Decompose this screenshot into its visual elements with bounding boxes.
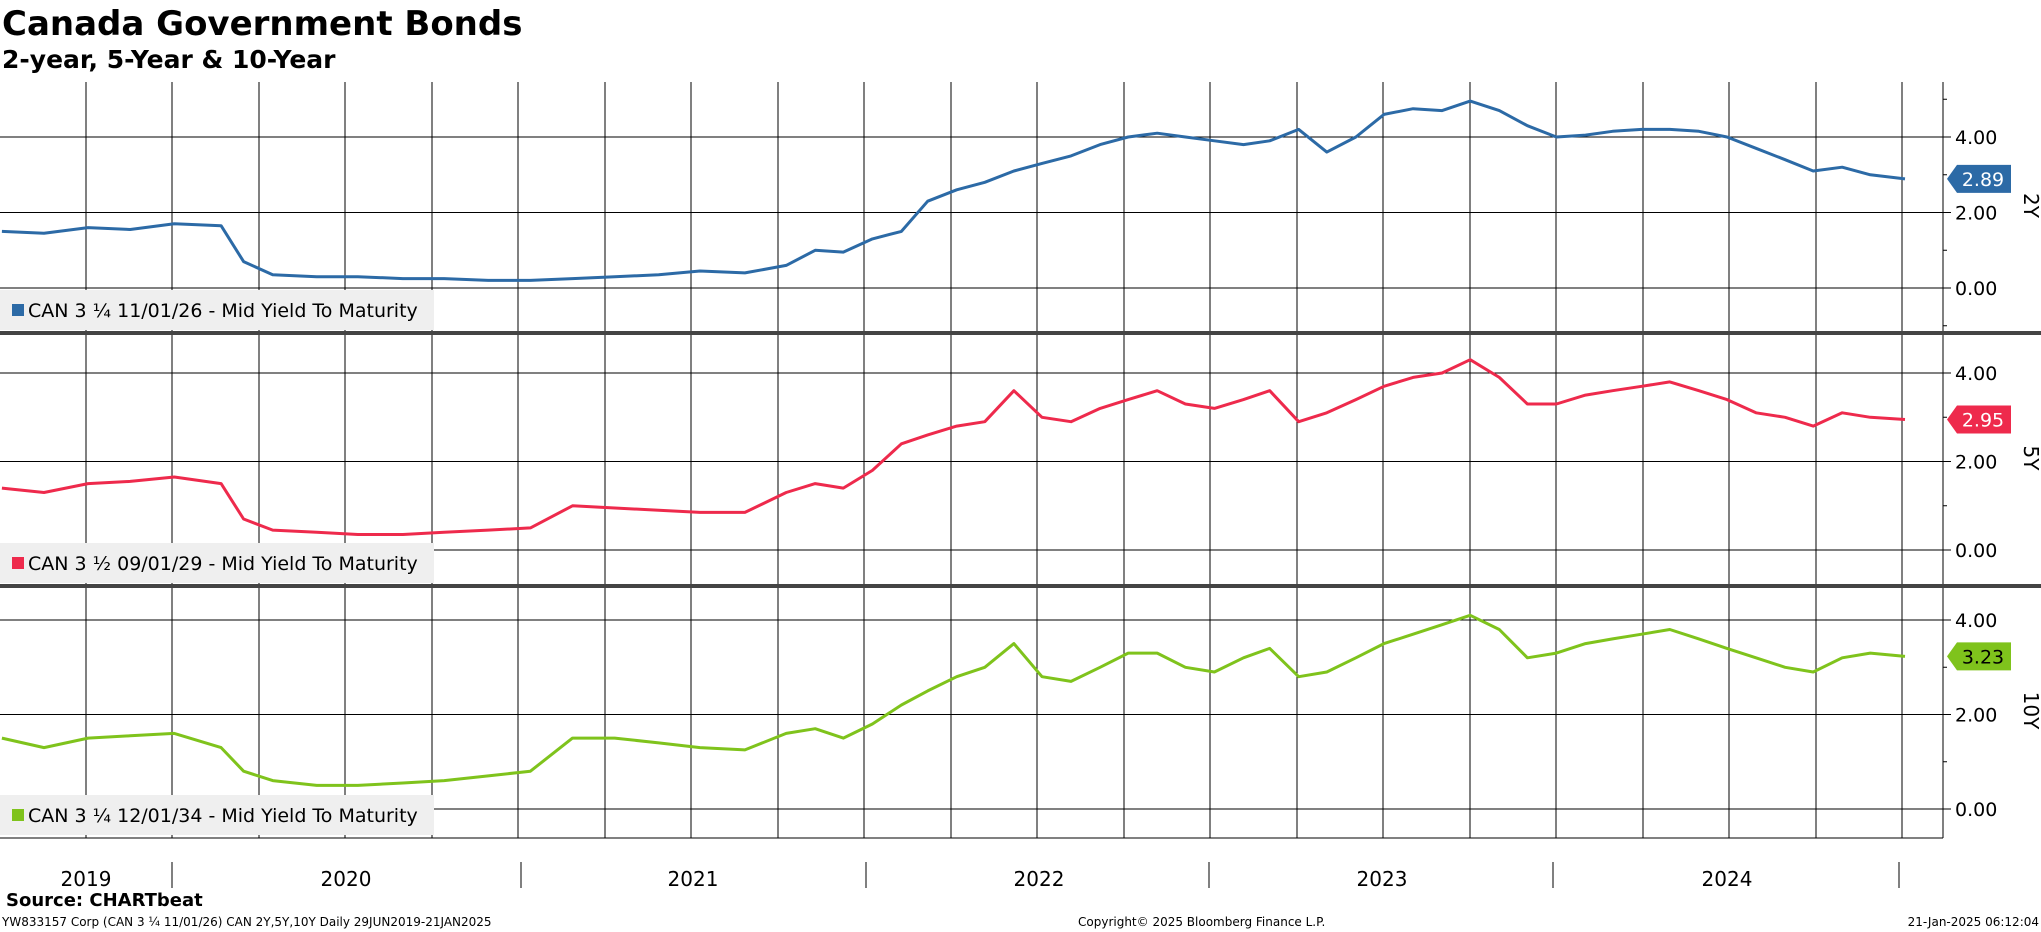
y-tick-label: 4.00 [1955,127,1997,149]
page-subtitle: 2-year, 5-Year & 10-Year [2,45,336,74]
x-tick-label: 2023 [1357,867,1408,891]
last-value-label: 2.89 [1962,169,2004,191]
series-line-5y [1,358,1906,536]
legend-text: CAN 3 ¼ 11/01/26 - Mid Yield To Maturity [28,300,418,322]
legend-box [0,795,434,835]
legend-text: CAN 3 ½ 09/01/29 - Mid Yield To Maturity [28,553,418,575]
last-value-badge [1947,405,2011,434]
legend-text: CAN 3 ¼ 12/01/34 - Mid Yield To Maturity [28,805,418,827]
last-value-badge [1947,164,2011,193]
y-tick-label: 0.00 [1955,799,1997,821]
series-line-10y [1,613,1906,787]
last-value-badge [1947,642,2011,671]
panel-label: 10Y [2019,692,2041,730]
x-tick-label: 2020 [321,867,372,891]
x-tick-label: 2019 [61,867,112,891]
y-tick-label: 0.00 [1955,540,1997,562]
legend-swatch [12,304,24,316]
legend-box [0,290,434,330]
source-label: Source: CHARTbeat [6,890,203,911]
x-tick-label: 2024 [1702,867,1753,891]
x-tick-label: 2022 [1014,867,1065,891]
y-tick-label: 4.00 [1955,610,1997,632]
last-value-label: 2.95 [1962,409,2004,431]
panel-label: 2Y [2019,193,2041,219]
panel-label: 5Y [2019,446,2041,472]
y-tick-label: 0.00 [1955,278,1997,300]
copyright: Copyright© 2025 Bloomberg Finance L.P. [1078,915,1326,929]
legend-swatch [12,557,24,569]
y-tick-label: 2.00 [1955,452,1997,474]
y-tick-label: 2.00 [1955,203,1997,225]
page-title: Canada Government Bonds [2,4,523,44]
legend-swatch [12,809,24,821]
timestamp: 21-Jan-2025 06:12:04 [1907,915,2039,929]
legend-box [0,543,434,583]
x-tick-label: 2021 [668,867,719,891]
series-line-2y [1,99,1906,282]
y-tick-label: 4.00 [1955,363,1997,385]
last-value-label: 3.23 [1962,646,2004,668]
y-tick-label: 2.00 [1955,705,1997,727]
ticker-info: YW833157 Corp (CAN 3 ¼ 11/01/26) CAN 2Y,… [2,915,492,929]
